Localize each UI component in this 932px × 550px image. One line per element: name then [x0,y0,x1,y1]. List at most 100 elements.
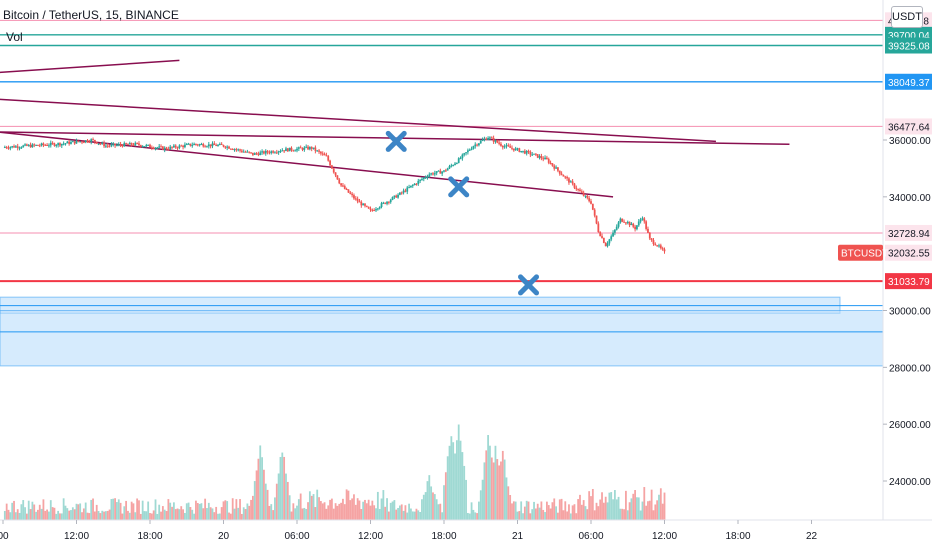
volume-bar-350 [647,501,649,520]
candle-body-230 [426,176,429,178]
y-tick-label-2: 30000.00 [889,307,931,318]
volume-bar-153 [285,473,287,520]
volume-bar-148 [275,483,278,520]
volume-bar-248 [459,440,462,520]
candle-body-93 [174,145,177,148]
candle-body-235 [435,171,438,174]
candle-body-62 [117,144,120,146]
candle-body-221 [410,185,412,188]
candle-body-297 [549,162,552,164]
candle-body-358 [661,248,664,250]
volume-bar-52 [99,513,102,520]
horizontal-levels [0,19,883,283]
volume-bar-288 [533,501,535,520]
volume-bar-206 [382,490,385,520]
volume-bar-28 [55,513,58,520]
candle-body-67 [127,144,129,146]
volume-bar-74 [139,513,142,520]
candle-body-205 [380,203,383,208]
candle-body-183 [340,183,342,186]
candle-body-154 [286,148,289,152]
volume-bar-40 [77,504,80,520]
volume-bar-54 [103,511,105,520]
candle-body-310 [573,183,576,188]
volume-bar-268 [496,459,499,520]
candle-body-239 [443,170,445,172]
candle-body-187 [347,189,350,193]
volume-bar-199 [369,505,372,520]
candle-body-317 [586,195,589,199]
volume-bar-190 [353,494,355,520]
candle-body-316 [584,195,587,197]
candle-body-349 [645,221,648,229]
volume-bar-319 [590,496,592,520]
candle-body-309 [571,181,574,184]
candle-body-291 [538,156,541,158]
candle-body-181 [336,175,339,180]
volume-bar-320 [591,488,594,520]
candle-body-121 [226,146,229,148]
candle-body-8 [18,147,21,149]
volume-bar-43 [82,508,85,520]
volume-bar-92 [172,502,175,520]
candle-body-245 [454,163,456,166]
candle-body-72 [136,142,139,144]
volume-bar-165 [307,502,309,520]
volume-bar-256 [474,512,477,520]
candle-body-335 [619,218,622,223]
candle-body-249 [461,154,464,159]
volume-bar-51 [97,511,100,520]
y-tick-label-5: 24000.00 [889,477,931,488]
volume-bar-244 [452,442,455,520]
candle-body-292 [540,156,543,159]
candle-body-114 [213,143,216,146]
volume-bar-27 [53,507,56,520]
volume-bar-181 [336,505,339,520]
candle-body-184 [342,185,344,187]
candle-body-170 [316,150,319,152]
candle-body-190 [353,195,355,199]
candle-body-350 [647,228,649,233]
candle-body-255 [472,146,475,149]
candle-body-271 [501,145,504,148]
candle-body-89 [167,149,170,151]
volume-bar-330 [610,492,613,520]
candle-body-136 [253,153,256,155]
candle-body-130 [242,151,245,153]
candle-body-98 [184,144,186,148]
candle-body-248 [459,158,462,160]
candle-body-213 [395,195,398,198]
volume-bar-267 [494,445,497,520]
candle-body-135 [252,152,254,155]
volume-bars [3,424,666,520]
volume-bar-328 [606,502,609,520]
volume-bar-285 [527,501,530,520]
candle-body-163 [303,147,306,150]
currency-badge[interactable]: USDT [891,6,923,28]
candle-body-140 [261,151,263,153]
candle-body-286 [529,151,532,155]
last-price-label-text: 32032.55 [888,249,930,260]
volume-bar-14 [29,509,32,520]
volume-bar-358 [661,503,664,520]
volume-bar-68 [128,512,131,520]
candle-body-46 [88,141,91,143]
volume-bar-259 [479,490,482,520]
volume-bar-309 [571,505,574,520]
volume-bar-106 [198,503,201,520]
candle-body-262 [485,138,488,140]
volume-bar-116 [217,513,219,520]
volume-bar-204 [378,508,381,520]
volume-bar-343 [634,490,636,520]
candle-body-204 [378,207,381,209]
x-tick-label-4: 06:00 [284,531,309,542]
volume-bar-170 [316,489,319,520]
candle-body-36 [70,141,72,144]
candle-body-343 [634,226,636,230]
volume-bar-194 [360,509,363,520]
candle-body-346 [639,219,642,222]
volume-bar-291 [538,507,541,520]
candle-body-96 [180,145,183,147]
volume-bar-284 [525,500,528,520]
